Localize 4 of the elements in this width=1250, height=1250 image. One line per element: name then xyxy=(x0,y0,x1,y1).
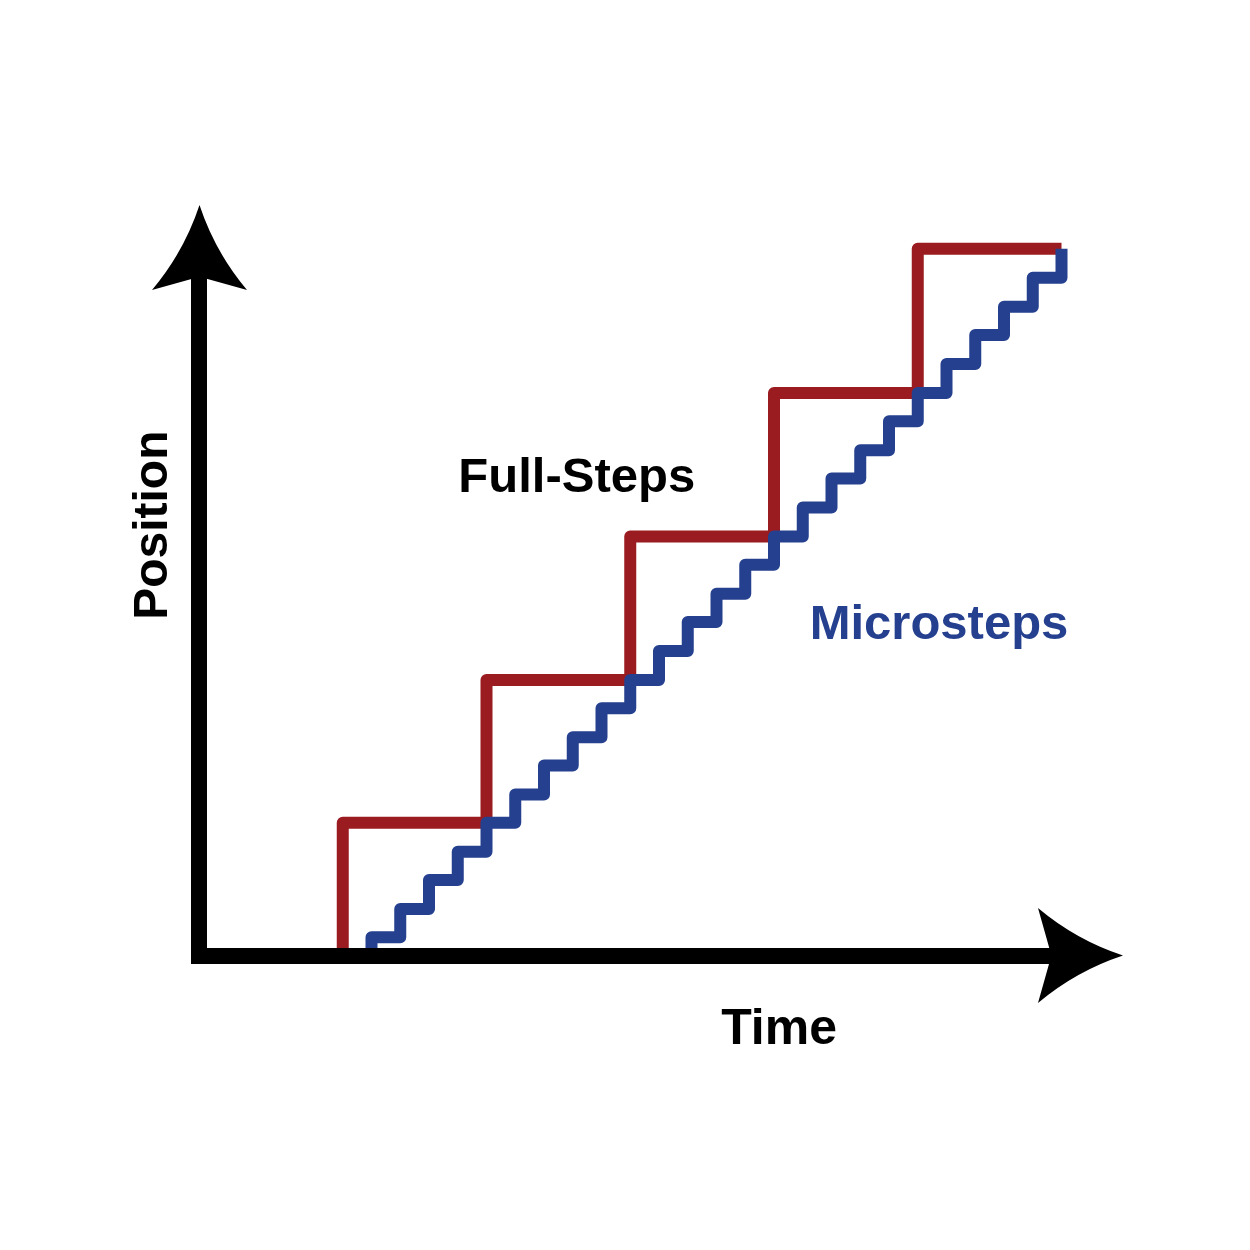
y-axis-title: Position xyxy=(124,430,177,620)
x-axis-title: Time xyxy=(721,998,837,1055)
series-label: Microsteps xyxy=(809,595,1069,650)
series-label: Full-Steps xyxy=(458,447,696,502)
